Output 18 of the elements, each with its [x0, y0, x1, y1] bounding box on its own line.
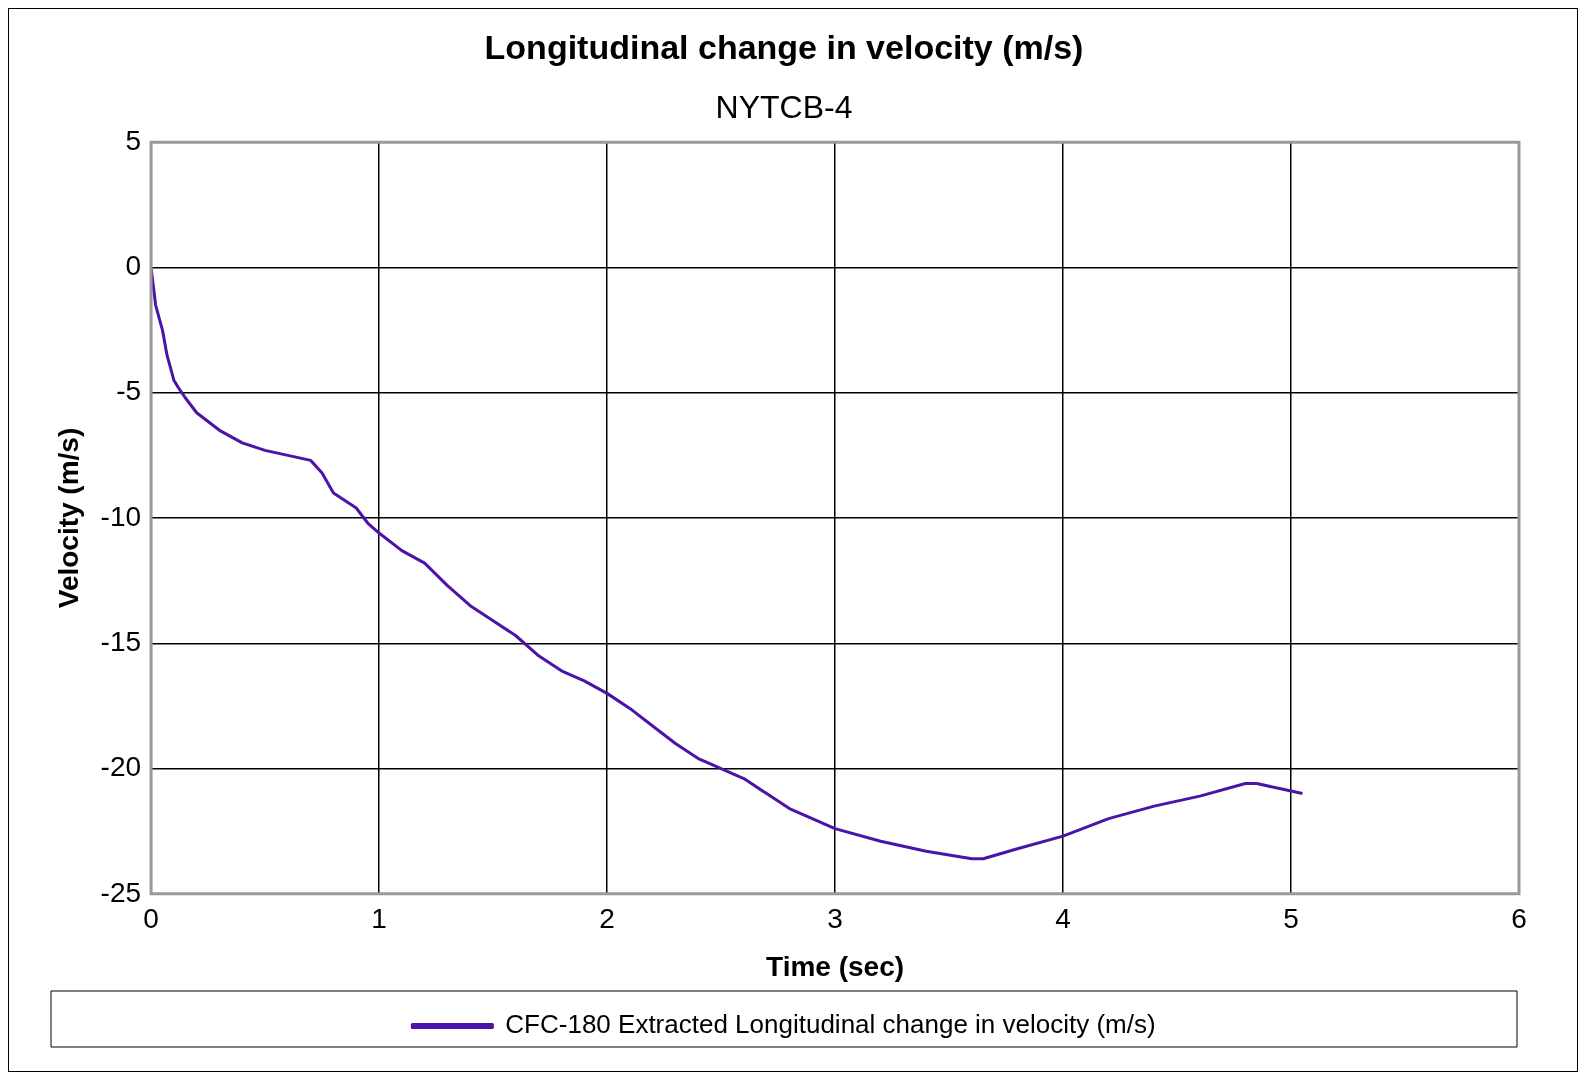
- x-tick-label: 1: [371, 903, 387, 935]
- x-tick-label: 3: [827, 903, 843, 935]
- y-axis-title: Velocity (m/s): [52, 427, 84, 609]
- chart-title: Longitudinal change in velocity (m/s): [484, 27, 1084, 66]
- x-tick-label: 6: [1511, 903, 1527, 935]
- y-tick-label: 5: [125, 124, 142, 156]
- x-axis-title: Time (sec): [766, 950, 905, 982]
- y-tick-label: -10: [100, 500, 142, 532]
- x-tick-label: 2: [599, 903, 615, 935]
- y-tick-label: -25: [100, 876, 142, 908]
- legend-label: CFC-180 Extracted Longitudinal change in velocity (m/s): [505, 1009, 1156, 1040]
- y-tick-label: -5: [116, 375, 142, 407]
- x-tick-label: 4: [1055, 903, 1071, 935]
- y-tick-label: -20: [100, 751, 142, 783]
- x-tick-label: 5: [1283, 903, 1299, 935]
- y-tick-label: -15: [100, 625, 142, 657]
- chart-subtitle: NYTCB-4: [715, 88, 853, 125]
- y-tick-label: 0: [125, 250, 142, 282]
